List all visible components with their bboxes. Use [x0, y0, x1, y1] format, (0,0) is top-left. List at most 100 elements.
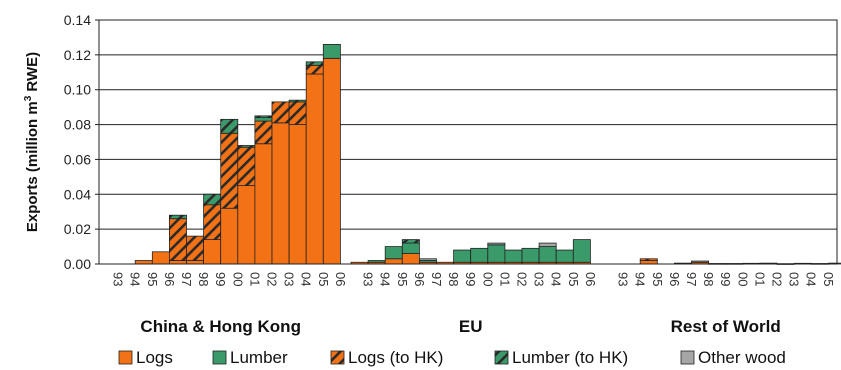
y-tick-label: 0.12 [64, 47, 91, 63]
bar-segment [186, 260, 205, 265]
x-tick-label: 02 [769, 272, 784, 286]
bar-segment [151, 251, 170, 265]
group-label: China & Hong Kong [140, 317, 301, 336]
x-tick-label: 06 [583, 272, 598, 286]
x-tick-label: 99 [463, 272, 478, 286]
legend-label: Lumber [230, 348, 288, 367]
bar-segment [220, 132, 239, 209]
bar-segment [691, 260, 710, 263]
x-tick-label: 04 [549, 272, 564, 286]
group-label: EU [459, 317, 483, 336]
y-tick-label: 0.10 [64, 82, 91, 98]
legend: Logs Lumber Logs (to HK) Lumber (to HK) Othe… [118, 348, 786, 367]
bar-segment [203, 239, 222, 265]
x-tick-label: 05 [316, 272, 331, 286]
x-tick-label: 01 [497, 272, 512, 286]
legend-swatch [680, 350, 695, 365]
y-tick-label: 0.06 [64, 151, 91, 167]
bar-segment [305, 61, 324, 66]
x-tick-label: 97 [429, 272, 444, 286]
y-axis-label-main: Exports (million m [24, 101, 41, 232]
bar-segment [254, 143, 273, 265]
bar-segment [504, 249, 523, 263]
x-tick-label: 97 [179, 272, 194, 286]
bar-segment [237, 146, 256, 186]
y-tick-label: 0.02 [64, 221, 91, 237]
bar-segment [555, 249, 574, 263]
legend-swatch [330, 350, 345, 365]
y-tick-label: 0.08 [64, 117, 91, 133]
bar-segment [305, 73, 324, 265]
bar-segment [538, 246, 557, 263]
bar-segment [305, 64, 324, 75]
x-tick-label: 95 [650, 272, 665, 286]
x-tick-label: 95 [395, 272, 410, 286]
legend-swatch [212, 350, 227, 365]
x-tick-label: 03 [532, 272, 547, 286]
bar-segment [401, 253, 420, 265]
x-tick-label: 94 [128, 272, 143, 286]
bar-segment [271, 101, 290, 124]
x-tick-label: 96 [412, 272, 427, 286]
bar-segment [271, 122, 290, 265]
x-tick-label: 04 [804, 272, 819, 286]
x-tick-label: 95 [145, 272, 160, 286]
x-tick-label: 96 [162, 272, 177, 286]
bar-segment [168, 218, 187, 261]
legend-label: Other wood [698, 348, 786, 367]
bar-segment [487, 244, 506, 263]
x-tick-label: 05 [821, 272, 836, 286]
x-tick-label: 06 [838, 272, 841, 286]
bar-segment [168, 260, 187, 265]
y-tick-label: 0.04 [64, 186, 91, 202]
bar-segment [639, 260, 658, 265]
x-tick-label: 02 [514, 272, 529, 286]
bar-segment [288, 101, 307, 125]
plot-frame [98, 19, 838, 265]
x-tick-label: 99 [718, 272, 733, 286]
x-tick-label: 98 [701, 272, 716, 286]
x-tick-label: 94 [378, 272, 393, 286]
x-tick-label: 03 [787, 272, 802, 286]
bar-segment [168, 214, 187, 220]
x-tick-label: 01 [752, 272, 767, 286]
bars [134, 44, 841, 265]
y-tick-label: 0.00 [64, 256, 91, 272]
x-tick-label: 94 [633, 272, 648, 286]
bar-segment [220, 118, 239, 134]
bar-segment [237, 185, 256, 265]
bar-segment [254, 120, 273, 145]
bar-segment [288, 124, 307, 265]
bar-segment [521, 247, 540, 263]
bar-segment [203, 193, 222, 206]
bar-segment [401, 239, 420, 244]
x-tick-label: 99 [213, 272, 228, 286]
x-tick-label: 00 [480, 272, 495, 286]
bar-segment [220, 207, 239, 265]
bar-segment [367, 260, 386, 263]
x-tick-label: 96 [667, 272, 682, 286]
bar-segment [322, 44, 341, 59]
x-tick-label: 01 [247, 272, 262, 286]
axes [95, 19, 838, 265]
bar-segment [470, 247, 489, 263]
bar-segment [418, 258, 437, 261]
x-tick-label: 00 [230, 272, 245, 286]
x-tick-label: 00 [735, 272, 750, 286]
legend-swatch [118, 350, 133, 365]
bar-segment [487, 242, 506, 246]
y-axis-label: Exports (million m3 RWE) [23, 52, 41, 232]
bar-segment [134, 260, 153, 265]
bar-segment [254, 117, 273, 122]
legend-label: Logs [136, 348, 173, 367]
y-axis-label-tail: RWE) [24, 52, 41, 96]
bar-segment [401, 242, 420, 254]
x-tick-label: 98 [446, 272, 461, 286]
bar-segment [237, 145, 256, 148]
legend-swatch [494, 350, 509, 365]
x-tick-label: 06 [333, 272, 348, 286]
x-tick-label: 03 [282, 272, 297, 286]
x-tick-label: 04 [299, 272, 314, 286]
